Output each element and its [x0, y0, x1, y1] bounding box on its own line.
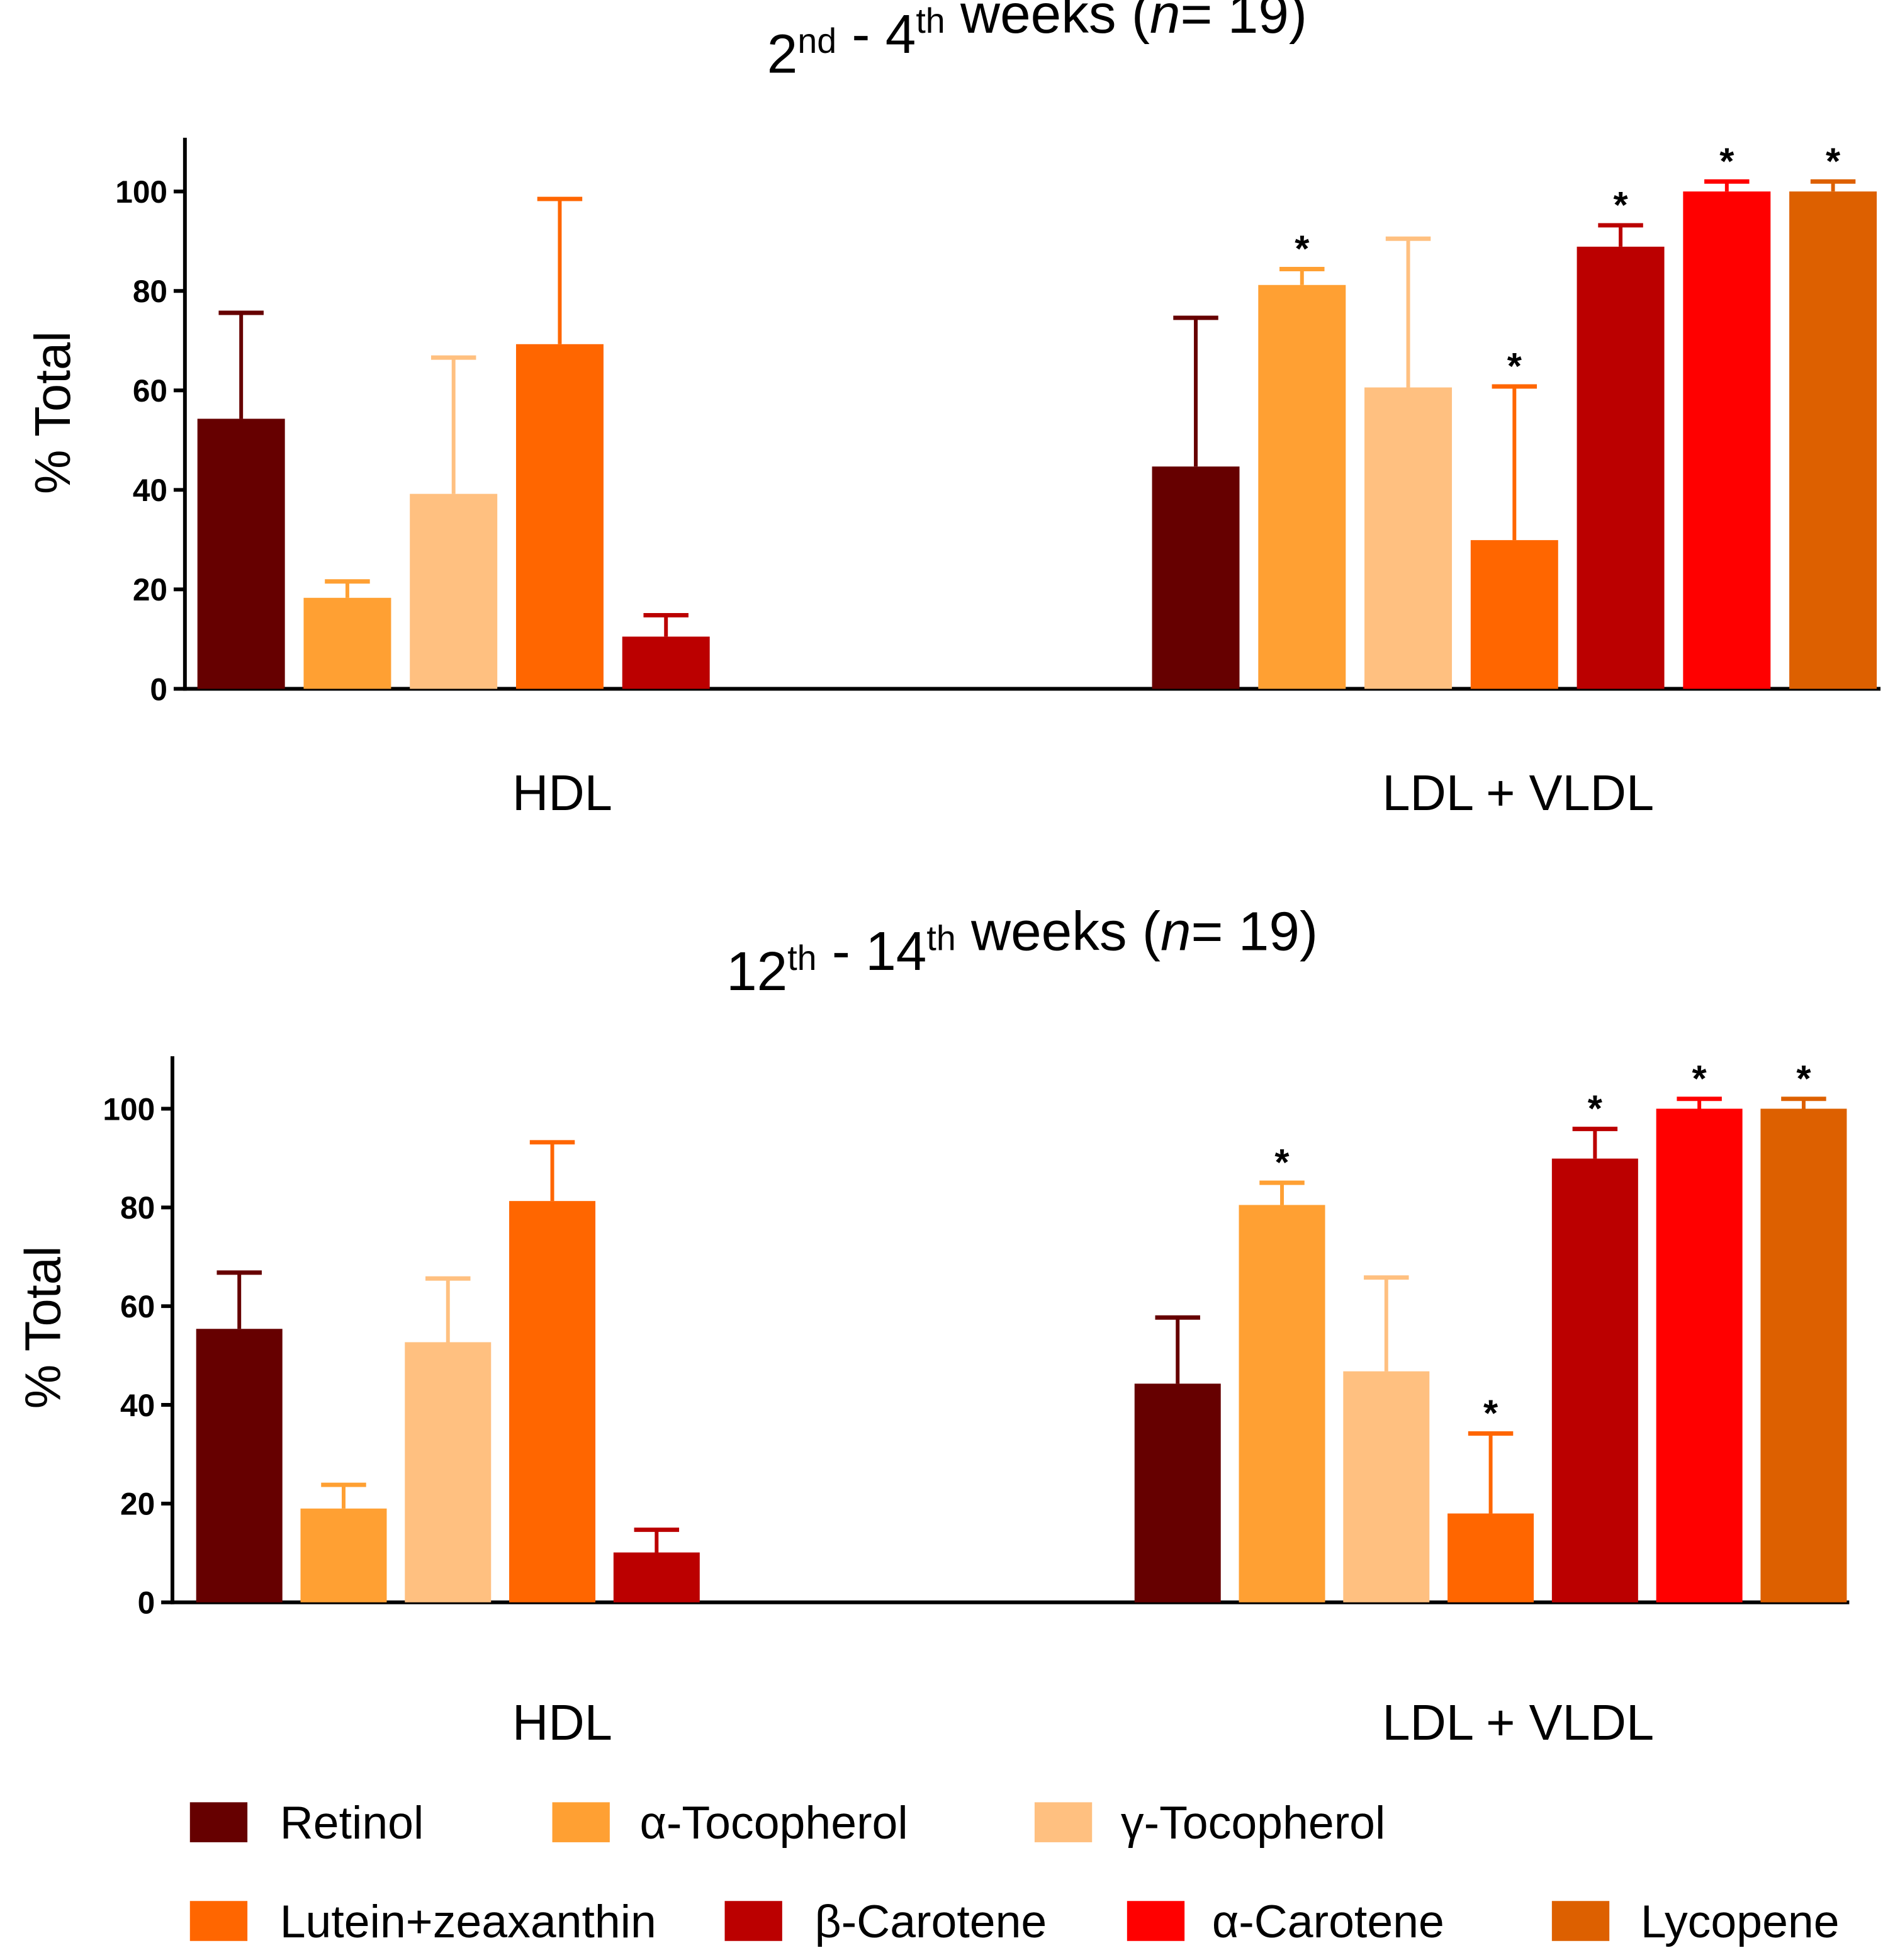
- bar: [613, 1552, 700, 1602]
- significance-marker: *: [1796, 1057, 1811, 1100]
- significance-marker: *: [1719, 140, 1734, 182]
- x-category-label: HDL: [512, 1694, 612, 1750]
- bar: [405, 1342, 492, 1602]
- legend-label: γ-Tocopherol: [1121, 1797, 1385, 1849]
- bar: [1258, 284, 1346, 689]
- y-tick-label: 40: [133, 473, 167, 508]
- significance-marker: *: [1613, 184, 1628, 226]
- y-tick-label: 20: [120, 1487, 155, 1522]
- bar: [303, 597, 391, 689]
- bar: [515, 344, 604, 689]
- bar: [509, 1201, 596, 1602]
- title-part: weeks (: [956, 900, 1161, 962]
- y-tick-label: 100: [115, 174, 167, 210]
- title-superscript: th: [926, 918, 955, 957]
- significance-marker: *: [1588, 1088, 1603, 1130]
- legend-item: Retinol: [189, 1797, 424, 1849]
- bar: [1789, 191, 1877, 689]
- legend-item: β-Carotene: [724, 1896, 1047, 1947]
- legend-swatch: [1127, 1901, 1185, 1941]
- bar: [1470, 540, 1558, 689]
- title-part: weeks (: [945, 0, 1150, 45]
- title-superscript: th: [787, 938, 816, 977]
- title-part: 12: [726, 940, 787, 1002]
- bar: [1343, 1371, 1430, 1602]
- x-category-label: HDL: [512, 765, 612, 821]
- legend-label: Lutein+zeaxanthin: [280, 1896, 656, 1947]
- bar: [1683, 191, 1771, 689]
- bar: [1551, 1158, 1638, 1602]
- legend-item: Lycopene: [1551, 1896, 1840, 1947]
- title-part: n: [1150, 0, 1181, 45]
- significance-marker: *: [1507, 345, 1522, 387]
- title-part: = 19): [1191, 900, 1318, 962]
- legend-swatch: [189, 1802, 248, 1842]
- y-tick-label: 0: [150, 672, 167, 707]
- title-part: - 14: [817, 920, 927, 982]
- legend-item: α-Carotene: [1127, 1896, 1444, 1947]
- title-superscript: th: [916, 1, 945, 40]
- significance-marker: *: [1826, 140, 1841, 182]
- y-tick-label: 80: [120, 1190, 155, 1225]
- bar: [197, 419, 285, 689]
- legend-item: α-Tocopherol: [552, 1797, 908, 1849]
- legend-label: Retinol: [280, 1797, 424, 1849]
- title-part: = 19): [1181, 0, 1308, 45]
- bar: [1134, 1383, 1221, 1602]
- chart-title: 12th - 14th weeks (n= 19): [726, 900, 1318, 1002]
- legend-item: γ-Tocopherol: [1034, 1797, 1385, 1849]
- title-part: - 4: [836, 3, 916, 65]
- bar: [1577, 246, 1665, 689]
- legend: Retinol α-Tocopherol γ-Tocopherol Lutein+ze…: [189, 1797, 1840, 1947]
- legend-swatch: [189, 1901, 248, 1941]
- chart-panel-1: 2nd - 4th weeks (n= 19) 0 20 40 60 80 100 % Tot…: [25, 0, 1881, 821]
- legend-swatch: [724, 1901, 782, 1941]
- y-tick-label: 100: [103, 1091, 155, 1127]
- y-axis-label: % Total: [14, 1246, 70, 1409]
- legend-swatch: [552, 1802, 610, 1842]
- legend-item: Lutein+zeaxanthin: [189, 1896, 656, 1947]
- bar: [1364, 387, 1453, 689]
- legend-label: α-Carotene: [1212, 1896, 1444, 1947]
- significance-marker: *: [1295, 228, 1310, 270]
- y-tick-label: 20: [133, 572, 167, 607]
- legend-label: Lycopene: [1641, 1896, 1840, 1947]
- bar: [1447, 1513, 1534, 1602]
- y-tick-label: 0: [138, 1585, 155, 1621]
- bar: [1656, 1108, 1743, 1602]
- y-tick-label: 60: [133, 373, 167, 408]
- chart-title: 2nd - 4th weeks (n= 19): [767, 0, 1307, 85]
- title-part: 2: [767, 23, 798, 85]
- legend-swatch: [1034, 1802, 1093, 1842]
- y-tick-label: 40: [120, 1388, 155, 1423]
- y-axis-label: % Total: [25, 331, 81, 494]
- y-tick-label: 60: [120, 1289, 155, 1324]
- legend-label: β-Carotene: [814, 1896, 1047, 1947]
- significance-marker: *: [1483, 1392, 1498, 1434]
- bar: [196, 1329, 283, 1602]
- title-part: n: [1161, 900, 1191, 962]
- bar: [1760, 1108, 1847, 1602]
- legend-swatch: [1551, 1901, 1610, 1941]
- significance-marker: *: [1692, 1057, 1707, 1100]
- legend-label: α-Tocopherol: [640, 1797, 908, 1849]
- x-category-label: LDL + VLDL: [1382, 765, 1654, 821]
- bar: [410, 493, 498, 689]
- bar: [300, 1508, 387, 1602]
- bar: [1152, 466, 1240, 689]
- bar: [1239, 1205, 1325, 1602]
- title-superscript: nd: [797, 21, 836, 60]
- bar: [622, 636, 710, 689]
- y-tick-label: 80: [133, 274, 167, 309]
- significance-marker: *: [1274, 1141, 1290, 1183]
- x-category-label: LDL + VLDL: [1382, 1694, 1654, 1750]
